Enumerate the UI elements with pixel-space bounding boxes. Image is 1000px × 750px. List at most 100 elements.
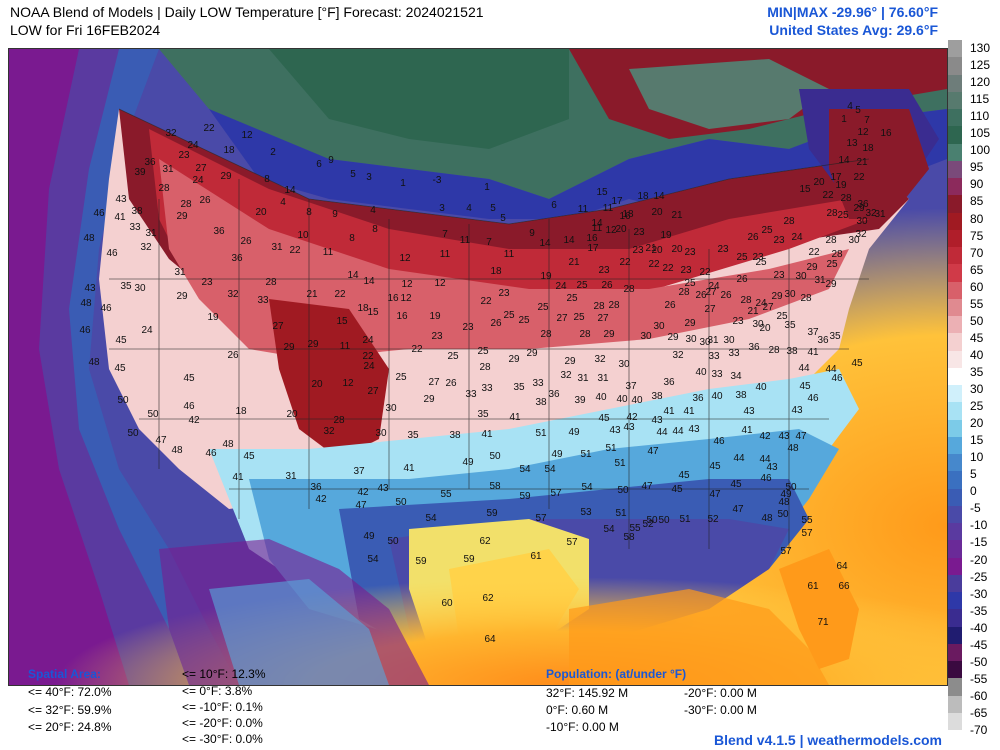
temperature-label: 13 <box>846 138 858 149</box>
temperature-label: 28 <box>333 415 345 426</box>
color-scale-cell <box>948 333 962 351</box>
color-scale-tick: -70 <box>970 723 988 737</box>
temperature-label: 23 <box>684 247 696 258</box>
temperature-label: 20 <box>255 207 267 218</box>
temperature-label: 24 <box>192 175 204 186</box>
temperature-label: 24 <box>755 298 767 309</box>
temperature-label: 57 <box>535 513 547 524</box>
temperature-label: 64 <box>484 634 496 645</box>
temperature-label: 50 <box>646 515 658 526</box>
temperature-label: 45 <box>678 470 690 481</box>
temperature-label: 43 <box>377 483 389 494</box>
temperature-label: 32 <box>165 128 177 139</box>
temperature-label: 24 <box>791 232 803 243</box>
temperature-label: 1 <box>841 114 847 125</box>
temperature-label: 30 <box>685 334 697 345</box>
temperature-label: 36 <box>817 335 829 346</box>
temperature-label: 35 <box>477 409 489 420</box>
color-scale-tick: 110 <box>970 109 990 124</box>
temperature-label: 30 <box>134 283 146 294</box>
temperature-label: 19 <box>835 180 847 191</box>
temperature-label: 6 <box>316 159 322 170</box>
temperature-label: 12 <box>401 279 413 290</box>
temperature-label: 51 <box>605 443 617 454</box>
color-scale-cell <box>948 454 962 472</box>
temperature-label: 38 <box>786 346 798 357</box>
temperature-label: 46 <box>713 436 725 447</box>
temperature-label: 29 <box>806 262 818 273</box>
temperature-label: 22 <box>203 123 215 134</box>
temperature-label: 37 <box>353 466 365 477</box>
temperature-label: 49 <box>551 449 563 460</box>
temperature-label: 41 <box>807 347 819 358</box>
color-scale-cell <box>948 40 962 58</box>
temperature-label: 45 <box>851 358 863 369</box>
color-scale-tick: -25 <box>970 569 988 584</box>
temperature-label: 50 <box>785 482 797 493</box>
min-max-readout: MIN|MAX -29.96° | 76.60°F <box>767 4 938 20</box>
temperature-label: 9 <box>328 155 334 166</box>
temperature-label: 36 <box>144 157 156 168</box>
temperature-label: 32 <box>140 242 152 253</box>
temperature-label: 17 <box>830 172 842 183</box>
temperature-label: 27 <box>272 321 284 332</box>
color-scale-tick: 15 <box>970 433 984 448</box>
temperature-label: 46 <box>106 248 118 259</box>
temperature-label: 46 <box>760 473 772 484</box>
temperature-label: 36 <box>231 253 243 264</box>
temperature-label: 66 <box>838 581 850 592</box>
temperature-label: 43 <box>778 431 790 442</box>
temperature-label: 25 <box>447 351 459 362</box>
color-scale-tick: 25 <box>970 399 984 414</box>
temperature-label: 29 <box>283 342 295 353</box>
temperature-label: 22 <box>362 351 374 362</box>
temperature-label: 14 <box>539 238 551 249</box>
temperature-label: 26 <box>601 280 613 291</box>
temperature-label: 27 <box>704 304 716 315</box>
temperature-label: 33 <box>711 369 723 380</box>
temperature-label: 29 <box>771 291 783 302</box>
temperature-label: 11 <box>339 341 351 352</box>
temperature-label: 23 <box>732 316 744 327</box>
temperature-label: 62 <box>482 593 494 604</box>
temperature-label: 54 <box>519 464 531 475</box>
temperature-label: 54 <box>544 464 556 475</box>
temperature-label: 27 <box>556 313 568 324</box>
temperature-label: 48 <box>787 443 799 454</box>
temperature-label: 42 <box>315 494 327 505</box>
temperature-label: 58 <box>623 532 635 543</box>
temperature-label: 30 <box>640 331 652 342</box>
temperature-label: 15 <box>799 184 811 195</box>
color-scale-tick: 95 <box>970 160 984 175</box>
temperature-label: 18 <box>622 209 634 220</box>
temperature-label: 33 <box>257 295 269 306</box>
temperature-label: 11 <box>591 223 603 234</box>
temperature-label: 28 <box>800 293 812 304</box>
temperature-label: 50 <box>117 395 129 406</box>
spatial-stat: <= -10°F: 0.1% <box>182 700 263 714</box>
temperature-label: 9 <box>529 228 535 239</box>
temperature-label: 21 <box>645 243 657 254</box>
temperature-label: 46 <box>183 401 195 412</box>
color-scale-cell <box>948 661 962 679</box>
color-scale-cell <box>948 488 962 506</box>
temperature-label: 30 <box>385 403 397 414</box>
temperature-label: 45 <box>183 373 195 384</box>
temperature-label: 28 <box>579 329 591 340</box>
temperature-label: 45 <box>730 479 742 490</box>
temperature-label: 22 <box>662 263 674 274</box>
temperature-label: 9 <box>332 209 338 220</box>
map-subtitle: LOW for Fri 16FEB2024 <box>10 22 161 38</box>
color-scale-cell <box>948 264 962 282</box>
temperature-label: 25 <box>826 259 838 270</box>
color-scale-cell <box>948 712 962 730</box>
temperature-label: 25 <box>395 372 407 383</box>
population-stat: -30°F: 0.00 M <box>684 703 757 717</box>
us-average-readout: United States Avg: 29.6°F <box>769 22 938 38</box>
temperature-label: 64 <box>836 561 848 572</box>
temperature-label: 46 <box>93 208 105 219</box>
temperature-label: 50 <box>658 515 670 526</box>
temperature-label: 47 <box>732 504 744 515</box>
temperature-label: 28 <box>608 300 620 311</box>
temperature-label: 35 <box>829 331 841 342</box>
